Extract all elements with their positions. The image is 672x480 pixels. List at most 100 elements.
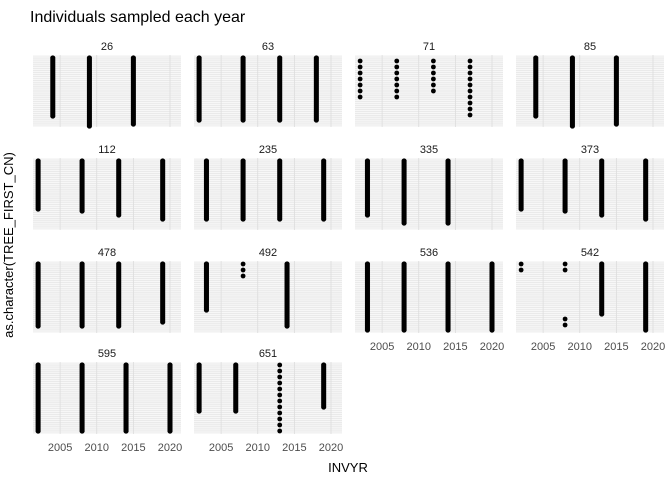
data-point — [357, 82, 363, 88]
facet-panel-235: 235 — [194, 144, 342, 230]
data-point — [467, 64, 473, 70]
data-point — [130, 121, 136, 127]
data-point — [430, 58, 436, 64]
data-point — [240, 117, 246, 123]
data-point — [203, 307, 210, 313]
x-tick-label: 2015 — [121, 442, 145, 454]
facet-label: 492 — [259, 247, 277, 259]
data-point — [467, 112, 473, 118]
facet-panel-536: 536 2005 2010 2015 2020 — [355, 247, 504, 353]
data-point — [518, 267, 524, 273]
data-point — [364, 212, 371, 218]
panel-background — [355, 55, 503, 127]
data-point — [196, 117, 202, 123]
data-point — [394, 82, 400, 88]
data-point — [35, 206, 41, 212]
data-point — [467, 76, 473, 82]
data-point — [277, 216, 283, 222]
data-point — [394, 64, 400, 70]
data-point — [357, 94, 363, 100]
data-point — [430, 76, 436, 82]
data-point — [430, 88, 436, 94]
facet-label: 595 — [98, 348, 116, 360]
data-point — [233, 408, 239, 414]
x-tick-label: 2005 — [531, 341, 555, 353]
panel-background — [33, 158, 181, 230]
x-tick-label: 2010 — [246, 442, 270, 454]
data-point — [79, 208, 85, 214]
data-point — [277, 398, 283, 404]
data-point — [357, 88, 363, 94]
data-point — [467, 70, 473, 76]
facet-label: 651 — [259, 348, 277, 360]
data-point — [643, 216, 649, 222]
panel-background — [33, 362, 181, 434]
data-point — [277, 428, 283, 434]
facet-panel-542: 542 2005 2010 2015 2020 — [516, 247, 665, 353]
data-point — [116, 323, 122, 329]
data-point — [569, 123, 576, 129]
data-point — [240, 261, 246, 267]
data-point — [599, 311, 605, 317]
data-point — [240, 267, 246, 273]
data-point — [277, 368, 283, 374]
data-point — [430, 70, 436, 76]
facet-label: 112 — [98, 144, 116, 156]
data-point — [533, 113, 539, 119]
facet-panel-71: 71 — [355, 41, 503, 127]
data-point — [445, 220, 451, 226]
panel-background — [194, 158, 342, 230]
facet-label: 542 — [581, 247, 599, 259]
data-point — [116, 212, 122, 218]
data-point — [50, 113, 56, 119]
data-point — [357, 64, 363, 70]
data-point — [86, 123, 93, 129]
data-point — [277, 362, 283, 368]
x-tick-label: 2015 — [443, 341, 467, 353]
data-point — [467, 94, 473, 100]
facet-panel-373: 373 — [516, 144, 664, 230]
data-point — [357, 58, 363, 64]
data-point — [643, 327, 649, 333]
data-point — [394, 70, 400, 76]
data-point — [35, 323, 41, 329]
data-point — [394, 94, 400, 100]
facet-panel-26: 26 — [33, 41, 181, 129]
panel-background — [194, 362, 342, 434]
facet-label: 536 — [420, 247, 438, 259]
data-point — [321, 404, 327, 410]
data-point — [123, 428, 129, 434]
data-point — [430, 82, 436, 88]
facet-panel-478: 478 — [33, 247, 181, 333]
facet-label: 373 — [581, 144, 599, 156]
data-point — [489, 327, 495, 333]
x-tick-label: 2005 — [370, 341, 394, 353]
data-point — [394, 76, 400, 82]
data-point — [313, 117, 319, 123]
data-point — [321, 216, 327, 222]
x-tick-label: 2020 — [158, 442, 182, 454]
data-point — [167, 428, 173, 434]
data-point — [240, 273, 246, 279]
facet-label: 235 — [259, 144, 277, 156]
data-point — [277, 392, 283, 398]
panel-background — [33, 261, 181, 333]
chart-title: Individuals sampled each year — [30, 9, 246, 26]
facet-label: 85 — [584, 41, 596, 53]
x-tick-label: 2010 — [407, 341, 431, 353]
data-point — [562, 322, 568, 328]
facet-panel-492: 492 — [194, 247, 342, 333]
data-point — [401, 327, 407, 333]
data-point — [277, 117, 283, 123]
facet-panel-335: 335 — [355, 144, 503, 230]
facet-panels: 26 63 71 85 112 235 335 373 478 492 536 2005 2010 201… — [33, 41, 665, 454]
x-tick-label: 2005 — [48, 442, 72, 454]
panel-background — [194, 261, 342, 333]
data-point — [562, 316, 568, 322]
x-tick-label: 2015 — [282, 442, 306, 454]
y-axis-title: as.character(TREE_FIRST_CN) — [1, 152, 16, 338]
data-point — [160, 319, 166, 325]
facet-panel-112: 112 — [33, 144, 181, 230]
panel-background — [355, 261, 503, 333]
